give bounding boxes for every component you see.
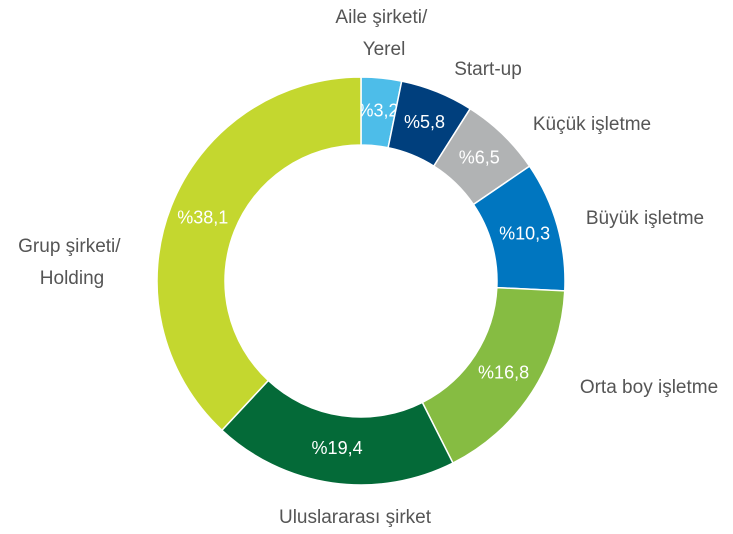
value-label: %10,3: [499, 224, 550, 244]
value-label: %5,8: [404, 112, 445, 132]
value-label: %16,8: [478, 362, 529, 382]
value-label: %3,2: [358, 101, 399, 121]
value-label: %19,4: [312, 438, 363, 458]
donut-slice: [220, 379, 454, 486]
value-label: %6,5: [459, 148, 500, 168]
category-label: Grup şirketi/ Holding: [18, 236, 126, 289]
donut-slice: [156, 76, 362, 432]
category-label: Aile şirketi/ Yerel: [335, 7, 432, 60]
category-label: Start-up: [454, 59, 522, 80]
category-label: Büyük işletme: [586, 208, 704, 229]
value-label: %38,1: [177, 207, 228, 227]
category-label: Uluslararası şirket: [279, 507, 432, 528]
category-label: Küçük işletme: [533, 114, 651, 135]
category-label: Orta boy işletme: [580, 377, 718, 398]
